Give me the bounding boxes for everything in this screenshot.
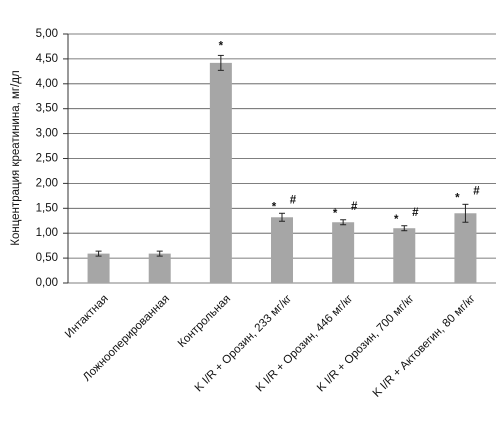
significance-mark: #: [473, 185, 480, 197]
y-tick-label: 4,00: [36, 78, 58, 90]
error-bar: [340, 219, 347, 226]
y-axis-title: Концентрация креатинина, мг/дл: [10, 70, 22, 245]
significance-mark: *: [455, 192, 460, 204]
significance-mark: #: [290, 194, 297, 206]
significance-mark: #: [351, 201, 358, 213]
significance-mark: *: [394, 214, 399, 226]
x-tick-label: Интактная: [63, 293, 111, 341]
y-tick-label: 3,00: [36, 128, 58, 140]
significance-mark: *: [272, 201, 277, 213]
error-bar: [156, 250, 163, 257]
bar: [332, 222, 355, 283]
bar: [209, 62, 232, 283]
error-bar: [462, 203, 469, 223]
bar: [393, 228, 416, 283]
y-tick-label: 5,00: [36, 28, 58, 40]
x-tick-label: Контрольная: [176, 293, 233, 350]
y-tick-label: 0,50: [36, 252, 58, 264]
bar: [87, 253, 110, 283]
significance-mark: *: [219, 40, 224, 52]
y-tick-label: 3,50: [36, 103, 58, 115]
y-tick-label: 0,00: [36, 277, 58, 289]
y-tick-label: 1,00: [36, 227, 58, 239]
error-bar: [95, 250, 102, 257]
y-tick-label: 1,50: [36, 202, 58, 214]
significance-mark: #: [412, 207, 419, 219]
y-tick-label: 2,50: [36, 153, 58, 165]
error-bar: [401, 225, 408, 232]
bar: [271, 217, 293, 283]
x-tick-label: K I/R + Орозин, 700 мг/кг: [315, 293, 417, 395]
y-tick-label: 2,00: [36, 177, 58, 189]
significance-mark: *: [333, 208, 338, 220]
error-bar: [279, 212, 285, 222]
x-tick-label: K I/R + Актовегин, 80 мг/кг: [371, 293, 478, 400]
bar: [148, 253, 171, 283]
x-tick-label: K I/R + Орозин, 446 мг/кг: [254, 293, 356, 395]
y-tick-label: 4,50: [36, 53, 58, 65]
bar: [454, 213, 477, 283]
error-bar: [217, 54, 224, 71]
x-tick-label: K I/R + Орозин, 233 мг/кг: [193, 293, 295, 395]
